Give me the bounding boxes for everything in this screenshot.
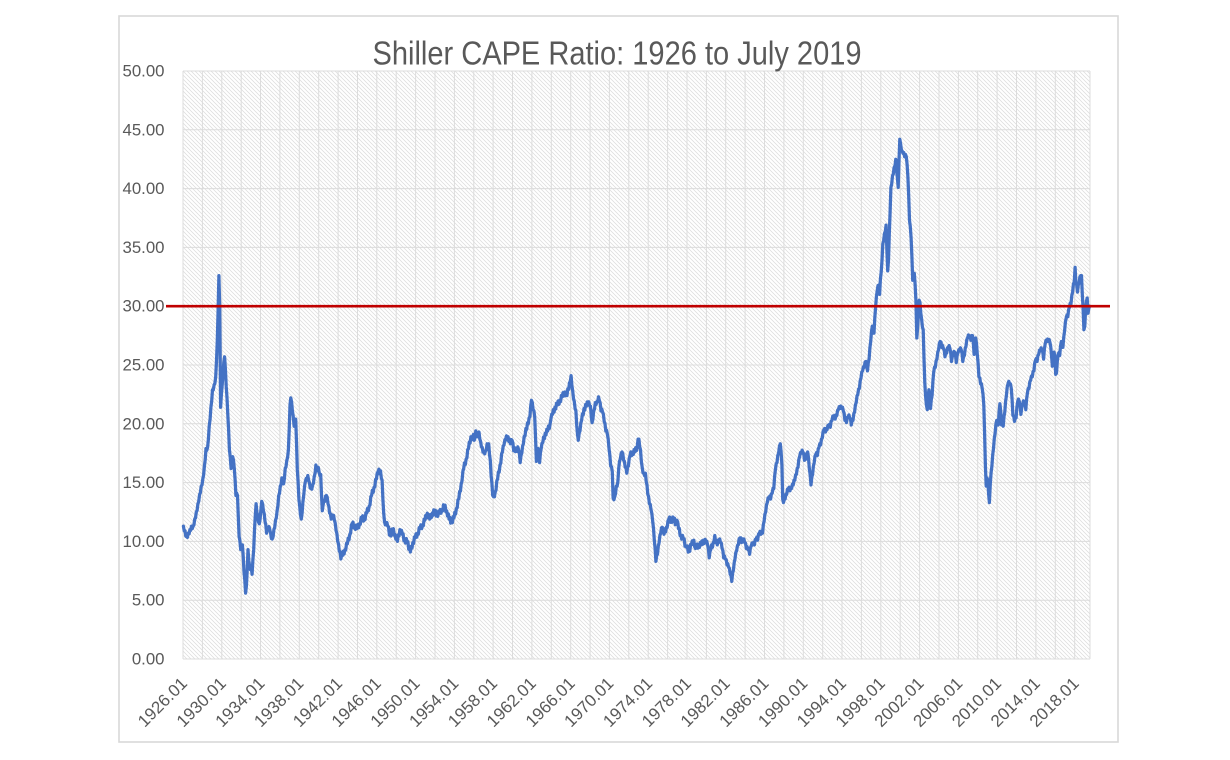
svg-text:35.00: 35.00 [123,238,165,257]
svg-text:15.00: 15.00 [123,473,165,492]
svg-text:0.00: 0.00 [132,650,165,669]
svg-text:40.00: 40.00 [123,179,165,198]
svg-text:20.00: 20.00 [123,414,165,433]
svg-text:10.00: 10.00 [123,532,165,551]
svg-text:5.00: 5.00 [132,591,165,610]
svg-text:Shiller CAPE Ratio: 1926 to Ju: Shiller CAPE Ratio: 1926 to July 2019 [372,35,861,72]
svg-text:50.00: 50.00 [123,62,165,81]
svg-text:25.00: 25.00 [123,356,165,375]
svg-text:45.00: 45.00 [123,120,165,139]
svg-text:30.00: 30.00 [123,297,165,316]
